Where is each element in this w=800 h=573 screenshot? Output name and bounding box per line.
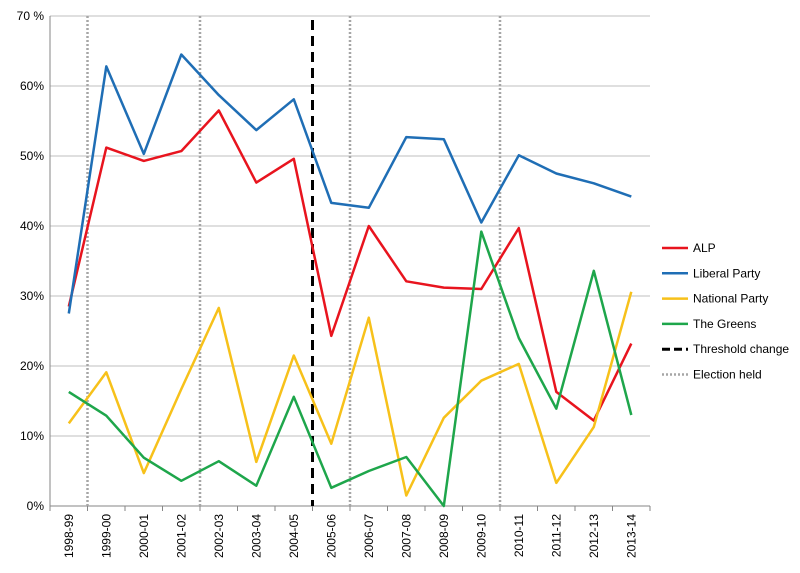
x-tick-label: 2005-06 xyxy=(324,514,338,558)
x-tick-label: 2003-04 xyxy=(249,514,263,558)
x-tick-label: 2012-13 xyxy=(587,514,601,558)
y-tick-label: 40% xyxy=(20,219,44,233)
x-tick-label: 1998-99 xyxy=(62,514,76,558)
x-tick-label: 2008-09 xyxy=(437,514,451,558)
x-tick-label: 2010-11 xyxy=(512,514,526,557)
y-tick-label: 70 % xyxy=(17,9,45,23)
x-tick-label: 1999-00 xyxy=(99,514,113,558)
series-line-national-party xyxy=(67,291,633,497)
legend-label-national-party: National Party xyxy=(693,292,768,306)
legend-label-threshold-change: Threshold change xyxy=(693,342,789,356)
y-tick-label: 50% xyxy=(20,149,44,163)
x-tick-label: 2002-03 xyxy=(212,514,226,558)
x-axis-tick-labels: 1998-99 1999-00 2000-01 2001-02 2002-03 2003-… xyxy=(62,514,639,558)
x-tick-label: 2004-05 xyxy=(287,514,301,558)
y-tick-label: 30% xyxy=(20,289,44,303)
series-lines xyxy=(67,53,633,508)
x-tick-label: 2000-01 xyxy=(137,514,151,558)
legend-label-alp: ALP xyxy=(693,241,716,255)
y-tick-label: 10% xyxy=(20,429,44,443)
x-tick-label: 2006-07 xyxy=(362,514,376,558)
legend-label-election-held: Election held xyxy=(693,368,762,382)
y-axis-tick-labels: 0% 10% 20% 30% 40% 50% 60% 70 % xyxy=(17,9,45,513)
y-tick-label: 0% xyxy=(27,499,45,513)
legend-label-the-greens: The Greens xyxy=(693,317,756,331)
y-tick-label: 20% xyxy=(20,359,44,373)
series-line-alp xyxy=(67,109,633,422)
x-tick-label: 2007-08 xyxy=(399,514,413,558)
series-line-liberal-party xyxy=(67,53,632,314)
y-tick-label: 60% xyxy=(20,79,44,93)
series-line-the-greens xyxy=(68,230,633,508)
legend: ALP Liberal Party National Party The Greens… xyxy=(662,241,789,382)
x-tick-label: 2013-14 xyxy=(624,514,638,558)
x-tick-label: 2001-02 xyxy=(174,514,188,558)
x-tick-label: 2011-12 xyxy=(549,514,563,557)
legend-label-liberal-party: Liberal Party xyxy=(693,266,760,280)
x-tick-label: 2009-10 xyxy=(474,514,488,558)
